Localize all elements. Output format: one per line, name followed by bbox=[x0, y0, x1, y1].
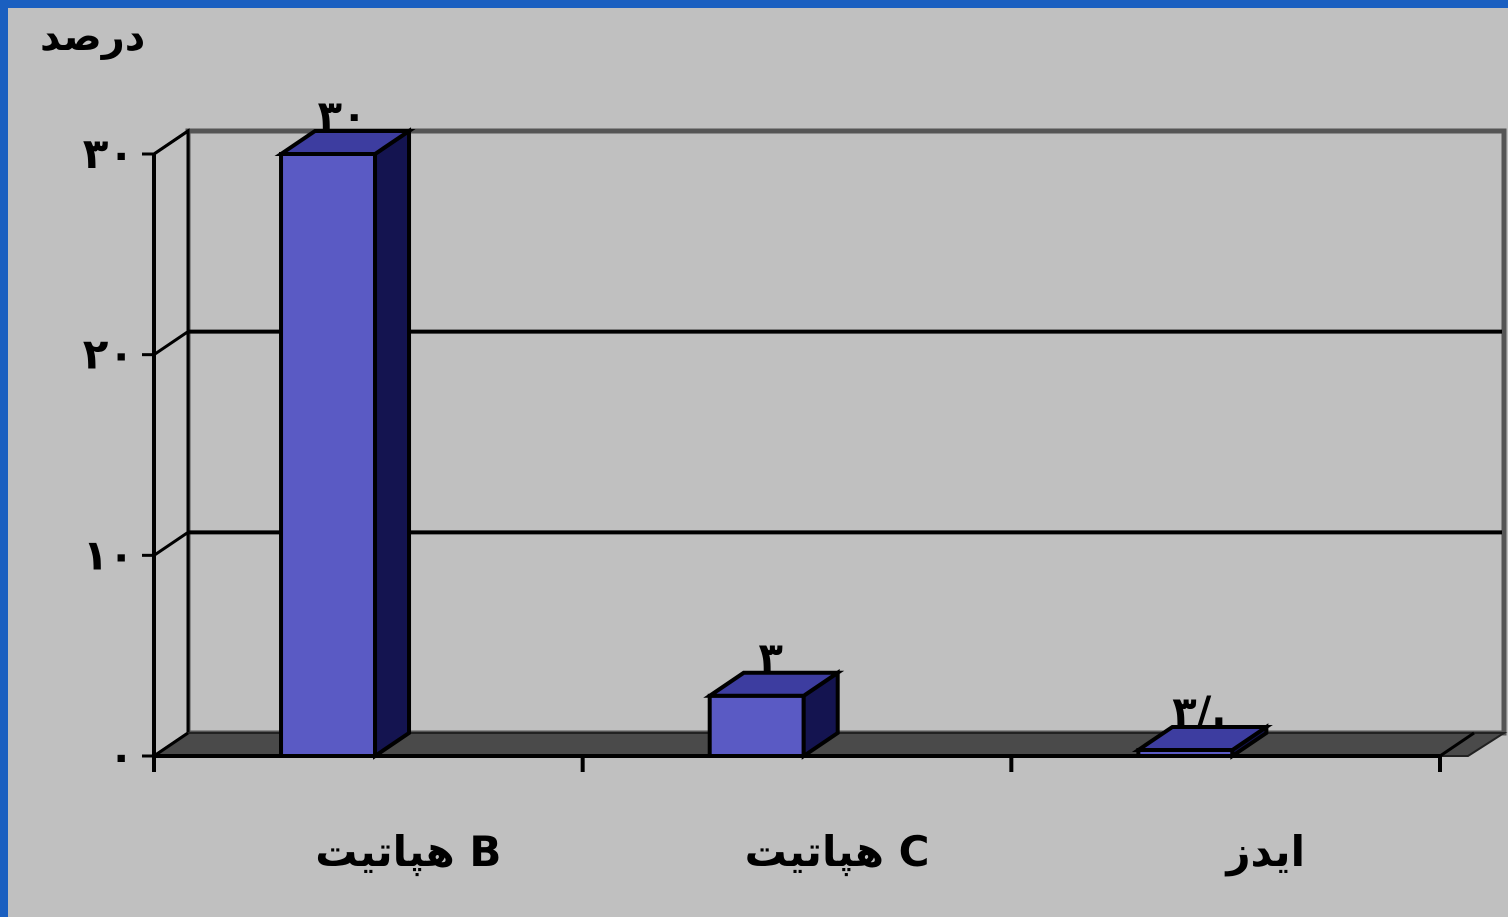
x-category-label: هپاتیت B bbox=[315, 827, 501, 877]
y-tick-label: ۳۰ bbox=[83, 129, 134, 178]
data-label: ۳ bbox=[758, 635, 782, 681]
data-label: ۳/. bbox=[1172, 689, 1226, 735]
x-axis-depth bbox=[1439, 731, 1475, 758]
gridline-depth bbox=[153, 531, 189, 557]
data-label: ۳۰ bbox=[318, 93, 367, 139]
y-tick-label: ۲۰ bbox=[83, 330, 134, 379]
y-tick-label: ۱۰ bbox=[83, 530, 134, 579]
bar-top bbox=[1131, 724, 1273, 752]
chart-canvas: درصد ۰ ۱۰ ۲۰ ۳۰ ۳۰ هپاتیت B ۳ هپاتیت C ۳/. ایدز bbox=[8, 8, 1508, 917]
plot-side-wall bbox=[152, 128, 190, 759]
bar bbox=[279, 152, 378, 758]
x-category-label: هپاتیت C bbox=[745, 827, 930, 877]
gridline-depth bbox=[153, 731, 189, 758]
y-tick-label: ۰ bbox=[108, 731, 134, 780]
x-category-label: ایدز bbox=[1224, 827, 1305, 876]
bar-top bbox=[274, 129, 416, 156]
bar-chart: ۰ ۱۰ ۲۰ ۳۰ ۳۰ هپاتیت B ۳ هپاتیت C ۳/. ایدز bbox=[83, 93, 1508, 877]
bar bbox=[707, 693, 806, 758]
bar-top bbox=[703, 670, 845, 698]
bar-side bbox=[373, 127, 412, 760]
gridline-depth bbox=[153, 129, 189, 156]
gridline-depth bbox=[153, 330, 189, 356]
y-axis-title: درصد bbox=[40, 14, 146, 60]
